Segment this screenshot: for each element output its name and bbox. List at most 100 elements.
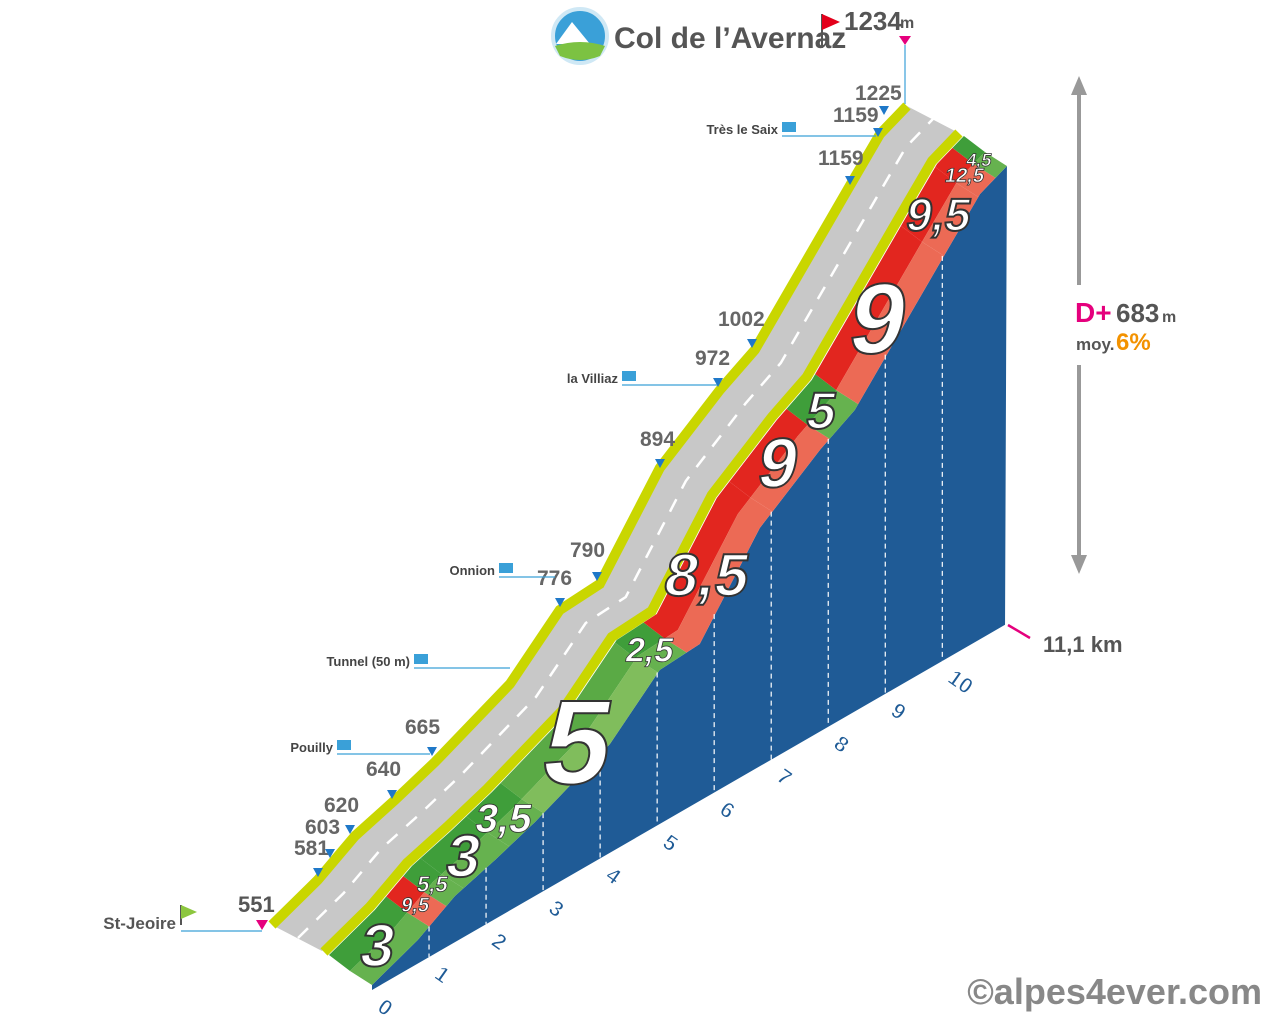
segment-gradient: 3,5 (472, 796, 535, 841)
place-name: Pouilly (290, 740, 333, 755)
segment-face (636, 638, 687, 673)
wall (372, 166, 1007, 990)
road-edge (268, 102, 911, 929)
start-pointer (256, 920, 268, 930)
segment-face (664, 497, 773, 653)
place-icon (782, 122, 796, 132)
road-centre (297, 118, 934, 939)
elevation-pointer (873, 128, 883, 137)
segment-face (836, 241, 944, 405)
elevation-marker: 972 (695, 347, 730, 370)
summit-flag (822, 14, 840, 30)
title: Col de l’Avernaz (614, 22, 846, 55)
km-tick-label: 4 (601, 862, 626, 890)
segment-gradient: 5,5 (415, 872, 450, 897)
elevation-pointer (313, 868, 323, 877)
climb-unit: m (1162, 309, 1176, 326)
segment-face (403, 858, 442, 893)
segment-face (420, 816, 488, 875)
road-edge (320, 129, 963, 956)
place-icon (499, 563, 513, 573)
elevation-pointer (747, 339, 757, 348)
road (272, 106, 957, 951)
elevation-marker: 1225 (855, 82, 902, 105)
elevation-marker: 894 (640, 428, 675, 451)
distance: 11,1 km (1043, 632, 1123, 657)
segment-face (407, 892, 447, 927)
start-name: St-Jeoire (103, 914, 176, 933)
elevation-marker: 1159 (818, 147, 864, 170)
segment-face (729, 408, 808, 498)
elevation-pointer (555, 598, 565, 607)
segment-face (643, 481, 751, 639)
elevation-pointer (427, 747, 437, 756)
elevation-marker: 581 (294, 837, 329, 860)
avg-label: moy. (1076, 335, 1114, 354)
copyright: ©alpes4ever.com (967, 971, 1262, 1012)
elevation-marker: 640 (366, 758, 401, 781)
elevation-pointer (845, 176, 855, 185)
segment-face (807, 390, 859, 439)
elevation-marker: 1002 (718, 308, 765, 331)
km-tick-label: 8 (829, 730, 853, 758)
segment-face (922, 182, 979, 256)
place-name: Tunnel (50 m) (326, 654, 410, 669)
place-name: Très le Saix (706, 122, 778, 137)
elevation-pointer (879, 106, 889, 115)
logo-mountain (556, 22, 590, 44)
elevation-marker: 790 (570, 539, 605, 562)
segment-face (750, 424, 830, 512)
km-tick-label: 6 (715, 796, 739, 824)
segment-face (935, 147, 974, 183)
segment-face (441, 832, 510, 889)
km-tick-label: 1 (430, 961, 454, 989)
start-elevation: 551 (238, 892, 275, 917)
summit-pointer (899, 36, 911, 45)
segment-face (350, 912, 430, 985)
segment-face (329, 896, 408, 971)
summit-elevation: 1234 (844, 6, 902, 36)
distance-tick (1007, 623, 1031, 640)
segment-gradient: 4,5 (965, 150, 994, 170)
elevation-marker: 603 (305, 816, 340, 839)
segment-gradient: 9,5 (903, 189, 976, 241)
segment-gradient: 12,5 (943, 165, 986, 187)
segment-face (973, 152, 1007, 178)
segment-face (500, 642, 636, 800)
elevation-pointer (592, 572, 602, 581)
elevation-marker: 776 (537, 567, 572, 590)
logo-hill (555, 42, 605, 60)
elevation-pointer (345, 825, 355, 834)
km-tick-label: 2 (487, 928, 511, 956)
km-tick-label: 9 (886, 698, 910, 726)
climb-label: D+ (1075, 297, 1112, 328)
elevation-pointer (387, 790, 397, 799)
start-flag (181, 905, 197, 919)
segment-face (952, 136, 985, 164)
segment-face (615, 622, 665, 659)
segment-face (815, 225, 922, 391)
place-name: Onnion (450, 563, 496, 578)
km-tick-label: 7 (772, 763, 796, 791)
segment-face (521, 658, 658, 814)
place-name: la Villiaz (567, 371, 619, 386)
segment-face (386, 876, 425, 913)
elevation-marker: 665 (405, 716, 440, 739)
elevation-pointer (655, 459, 665, 468)
place-icon (414, 654, 428, 664)
place-icon (622, 371, 636, 381)
elevation-pointer (713, 378, 723, 387)
km-tick-label: 5 (658, 829, 682, 857)
segment-face (487, 799, 544, 847)
elevation-pointer (325, 849, 335, 858)
climb-value: 683 (1116, 298, 1159, 328)
elevation-marker: 620 (324, 794, 359, 817)
elevation-marker: 1159 (833, 104, 879, 127)
km-tick-label: 10 (943, 665, 977, 700)
km-tick-label: 0 (373, 994, 397, 1022)
segment-gradient: 2,5 (623, 632, 677, 670)
segment-face (466, 783, 522, 833)
place-icon (337, 740, 351, 750)
segment-face (901, 166, 957, 242)
